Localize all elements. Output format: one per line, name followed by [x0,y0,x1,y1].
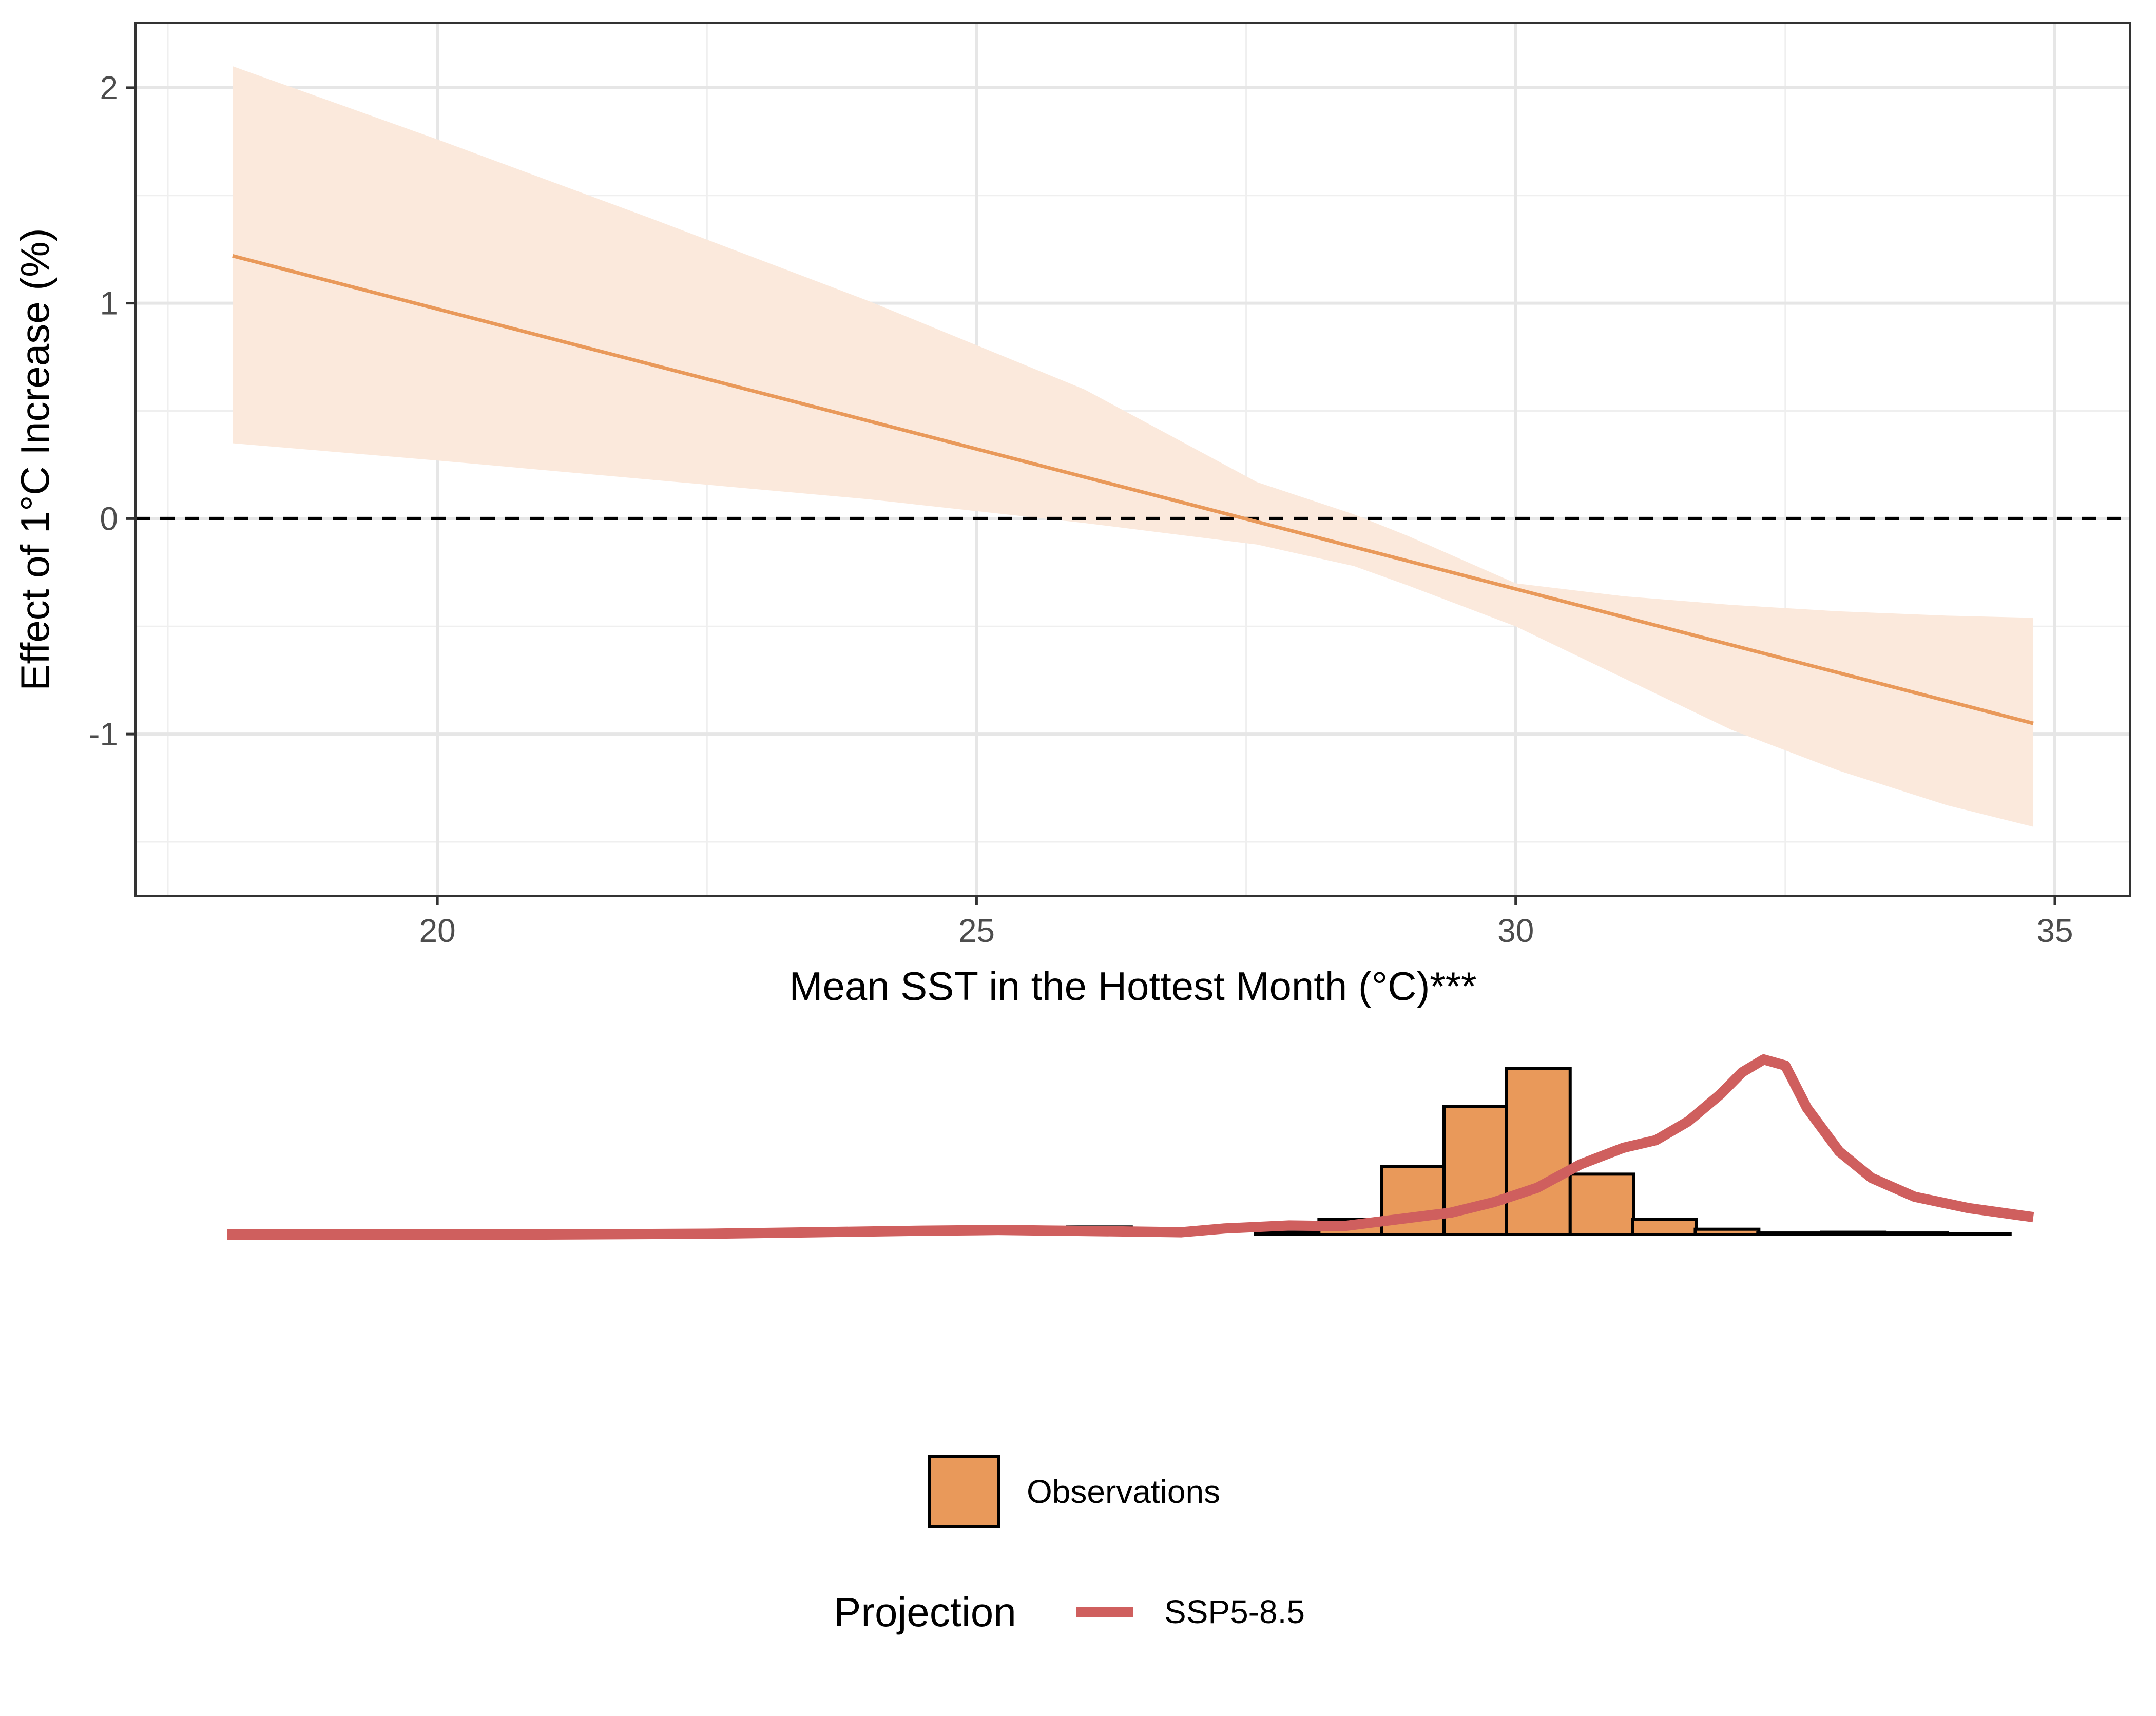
x-axis-title: Mean SST in the Hottest Month (°C)*** [790,963,1477,1009]
y-axis: -1 0 1 2 [89,69,136,753]
x-tick-label: 30 [1497,912,1534,949]
legend-ssp585-label: SSP5-8.5 [1164,1593,1305,1630]
histogram-bar [1254,1230,1321,1237]
legend-observations-label: Observations [1027,1473,1220,1510]
observations-histogram [1066,1067,2012,1237]
y-tick-label: 0 [100,500,118,537]
y-tick-label: -1 [89,716,118,753]
y-axis-title: Effect of 1°C Increase (%) [12,228,57,690]
x-tick-label: 25 [958,912,995,949]
histogram-bar [1693,1227,1761,1236]
ssp585-density-line [227,1054,2034,1240]
x-axis: 20 25 30 35 [419,896,2073,949]
histogram-bar [1568,1172,1635,1236]
histogram-bar [1631,1218,1698,1237]
effect-line [232,254,2034,725]
effect-panel: -1 0 1 2 20 25 30 35 Effect of 1°C Increase (%… [12,22,2131,1009]
x-tick-label: 20 [419,912,456,949]
confidence-band [233,66,2033,827]
legend: Observations Projection SSP5-8.5 [834,1455,1305,1635]
y-tick-label: 2 [100,69,118,106]
histogram-bar [1820,1230,1887,1237]
y-tick-label: 1 [100,285,118,322]
histogram-bar [1945,1232,2012,1237]
legend-observations-swatch [928,1455,1000,1528]
x-tick-label: 35 [2036,912,2073,949]
distribution-panel [227,1054,2034,1240]
histogram-bar [1756,1231,1823,1237]
panel-border [134,22,2131,897]
histogram-bar [1882,1231,1949,1237]
legend-projection-title: Projection [834,1589,1016,1635]
histogram-bar [1505,1067,1572,1237]
